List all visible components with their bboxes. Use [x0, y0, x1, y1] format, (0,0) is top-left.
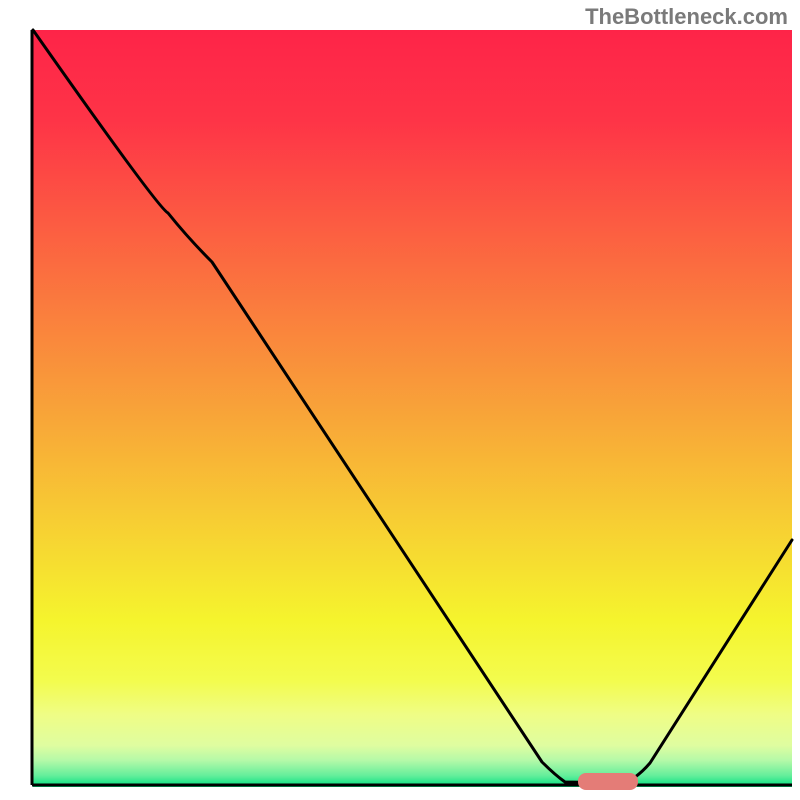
chart-container: TheBottleneck.com	[0, 0, 800, 800]
chart-svg	[0, 0, 800, 800]
marker-pill	[578, 773, 638, 790]
gradient-background	[33, 30, 792, 787]
watermark-text: TheBottleneck.com	[585, 4, 788, 30]
